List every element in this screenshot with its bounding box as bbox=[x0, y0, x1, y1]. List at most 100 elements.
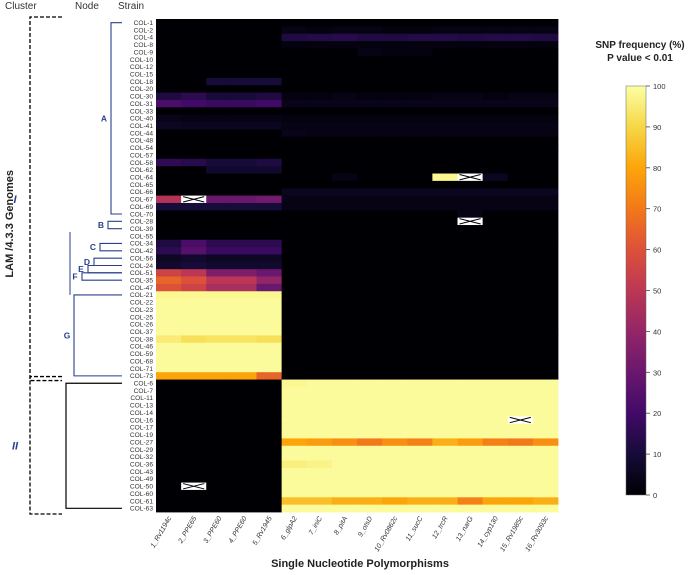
heatmap-cell bbox=[482, 313, 509, 322]
heatmap-cell bbox=[357, 291, 383, 300]
heatmap-cell bbox=[156, 144, 182, 152]
heatmap-cell bbox=[532, 416, 559, 425]
heatmap-cell bbox=[382, 129, 408, 138]
heatmap-cell bbox=[181, 438, 207, 447]
heatmap-cell bbox=[306, 173, 333, 182]
row-label: COL-35 bbox=[130, 278, 153, 285]
row-label: COL-4 bbox=[134, 35, 154, 42]
heatmap-cell bbox=[231, 489, 257, 498]
heatmap-cell bbox=[407, 254, 433, 263]
heatmap-cell bbox=[306, 188, 333, 196]
heatmap-cell bbox=[482, 431, 509, 439]
heatmap-cell bbox=[181, 416, 207, 425]
heatmap-cell bbox=[507, 239, 534, 248]
heatmap-cell bbox=[432, 107, 458, 116]
colorbar-tick-label: 100 bbox=[653, 82, 666, 91]
heatmap-cell bbox=[206, 342, 232, 351]
heatmap-cell bbox=[181, 136, 207, 145]
heatmap-cell bbox=[407, 158, 433, 167]
row-label: COL-46 bbox=[130, 344, 153, 351]
heatmap-cell bbox=[357, 394, 383, 403]
heatmap-cell bbox=[482, 19, 509, 27]
row-label: COL-65 bbox=[130, 182, 153, 189]
heatmap-cell bbox=[482, 386, 509, 395]
heatmap-cell bbox=[206, 254, 232, 263]
heatmap-cell bbox=[457, 210, 484, 219]
heatmap-cell bbox=[507, 188, 534, 196]
column-label: 2_PPE65 bbox=[177, 515, 198, 545]
heatmap-cell bbox=[206, 423, 232, 432]
node-label: C bbox=[90, 242, 96, 252]
heatmap-cell bbox=[181, 313, 207, 322]
heatmap-cell bbox=[357, 232, 383, 241]
heatmap-cell bbox=[256, 438, 283, 447]
heatmap-cell bbox=[507, 114, 534, 123]
heatmap-cell bbox=[231, 217, 257, 226]
heatmap-cell bbox=[206, 283, 232, 292]
heatmap-cell bbox=[507, 335, 534, 344]
heatmap-cell bbox=[256, 136, 283, 145]
heatmap-cell bbox=[457, 460, 484, 469]
heatmap-cell bbox=[231, 92, 257, 101]
colorbar-tick-label: 20 bbox=[653, 409, 661, 418]
row-label: COL-11 bbox=[130, 395, 153, 402]
heatmap-cell bbox=[382, 298, 408, 307]
heatmap-cell bbox=[281, 85, 308, 93]
heatmap-cell bbox=[156, 55, 182, 64]
heatmap-cell bbox=[532, 114, 559, 123]
heatmap-cell bbox=[231, 122, 257, 130]
heatmap-cell bbox=[231, 350, 257, 358]
row-label: COL-33 bbox=[130, 108, 153, 115]
heatmap-cell bbox=[156, 180, 182, 189]
heatmap-cell bbox=[382, 401, 408, 410]
heatmap-cell bbox=[482, 320, 509, 329]
heatmap-cell bbox=[532, 445, 559, 454]
heatmap-cell bbox=[432, 144, 458, 152]
heatmap-cell bbox=[407, 475, 433, 483]
heatmap-cell bbox=[357, 261, 383, 270]
heatmap-cell bbox=[407, 202, 433, 211]
heatmap-cell bbox=[281, 394, 308, 403]
heatmap-cell bbox=[457, 394, 484, 403]
heatmap-cell bbox=[457, 283, 484, 292]
heatmap-cell bbox=[382, 195, 408, 204]
heatmap-cell bbox=[382, 122, 408, 130]
cluster-header: Cluster bbox=[5, 1, 37, 12]
heatmap-cell bbox=[281, 195, 308, 204]
heatmap-cell bbox=[532, 489, 559, 498]
heatmap-cell bbox=[382, 158, 408, 167]
heatmap-cell bbox=[532, 283, 559, 292]
heatmap-cell bbox=[206, 188, 232, 196]
heatmap-cell bbox=[482, 195, 509, 204]
heatmap-cell bbox=[156, 475, 182, 483]
heatmap-cell bbox=[407, 394, 433, 403]
heatmap-cell bbox=[181, 460, 207, 469]
heatmap-cell bbox=[407, 283, 433, 292]
column-label: 12_trcR bbox=[431, 516, 449, 541]
heatmap-cell bbox=[231, 232, 257, 241]
heatmap-cell bbox=[306, 26, 333, 35]
heatmap-cell bbox=[357, 386, 383, 395]
heatmap-cell bbox=[507, 379, 534, 388]
heatmap-cell bbox=[457, 144, 484, 152]
heatmap-cell bbox=[457, 335, 484, 344]
heatmap-cell bbox=[206, 173, 232, 182]
heatmap-cell bbox=[281, 136, 308, 145]
heatmap-cell bbox=[331, 232, 358, 241]
heatmap-cell bbox=[206, 225, 232, 233]
heatmap-cell bbox=[507, 350, 534, 358]
row-label: COL-57 bbox=[130, 152, 153, 159]
heatmap-cell bbox=[407, 460, 433, 469]
heatmap-cell bbox=[457, 225, 484, 233]
heatmap-cell bbox=[331, 298, 358, 307]
heatmap-cell bbox=[231, 247, 257, 255]
heatmap-cell bbox=[357, 276, 383, 285]
heatmap-cell bbox=[382, 504, 408, 513]
colorbar-tick-label: 90 bbox=[653, 123, 661, 132]
colorbar-gradient bbox=[625, 85, 647, 496]
heatmap-cell bbox=[482, 114, 509, 123]
row-label: COL-9 bbox=[134, 49, 154, 56]
heatmap-cell bbox=[256, 298, 283, 307]
heatmap-cell bbox=[432, 489, 458, 498]
heatmap-cell bbox=[281, 438, 308, 447]
